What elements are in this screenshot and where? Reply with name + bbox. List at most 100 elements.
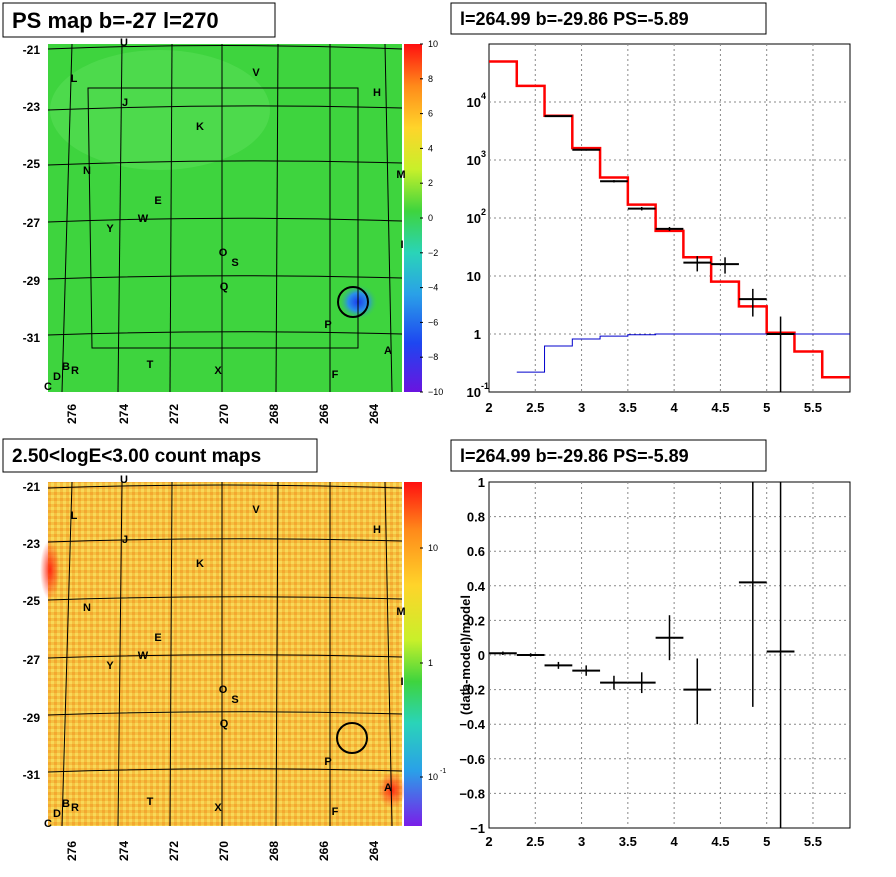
- ps-map-source-label: Q: [220, 281, 229, 293]
- residual-y-tick-label: −0.2: [459, 683, 485, 698]
- residual-y-tick-label: −0.6: [459, 752, 485, 767]
- count-map-source-label: A: [384, 782, 392, 794]
- spectrum-x-tick-label: 4: [671, 400, 679, 415]
- residual-y-tick-label: 0: [478, 648, 485, 663]
- ps-map-source-label: Y: [106, 223, 114, 235]
- spectrum-x-tick-label: 4.5: [711, 400, 729, 415]
- count-map-title-box: [2, 438, 318, 473]
- residual-title-box: [450, 439, 767, 472]
- count-map-lat-tick-label: -25: [23, 594, 41, 608]
- spectrum-y-tick-exponent: 3: [481, 149, 486, 159]
- ps-colorbar-tick-label: −6: [428, 317, 438, 327]
- ps-map-source-label: P: [324, 319, 331, 331]
- residual-x-tick-label: 4.5: [711, 834, 729, 849]
- count-map-source-label: W: [138, 650, 149, 662]
- count-map-area[interactable]: [48, 482, 402, 826]
- count-map-source-label: O: [219, 684, 228, 696]
- count-map-source-label: R: [71, 802, 79, 814]
- count-map-source-label: H: [373, 524, 381, 536]
- count-map-hot-a: [378, 772, 406, 808]
- count-map-source-label: C: [44, 818, 52, 830]
- ps-colorbar-tick-label: −10: [428, 387, 443, 397]
- count-map-axes: -21 -23 -25 -27 -29 -31 276 274 272 270 268 266 264 U…: [23, 474, 406, 861]
- count-map-source-label: K: [196, 558, 204, 570]
- ps-map-title: PS map b=-27 l=270: [12, 8, 219, 33]
- count-map-title: 2.50<logE<3.00 count maps: [12, 446, 261, 467]
- residual-x-tick-label: 5.5: [804, 834, 822, 849]
- ps-map-lat-tick-label: -31: [23, 331, 41, 345]
- ps-map-lon-tick-label: 264: [367, 404, 381, 424]
- count-map-lon-tick-label: 270: [217, 841, 231, 861]
- spectrum-y-tick-label: 10: [467, 211, 481, 226]
- ps-map-source-label: W: [138, 213, 149, 225]
- count-map-lat-tick-label: -29: [23, 711, 41, 725]
- count-map-source-label: E: [154, 632, 161, 644]
- ps-map-source-label: K: [196, 121, 204, 133]
- count-map-lon-tick-label: 268: [267, 841, 281, 861]
- count-map-lon-tick-label: 276: [65, 841, 79, 861]
- residual-y-tick-label: 0.6: [467, 544, 485, 559]
- ps-map-lon-tick-label: 266: [317, 404, 331, 424]
- ps-map-source-label: L: [71, 73, 78, 85]
- count-map-source-label: D: [53, 808, 61, 820]
- ps-map-source-label: N: [83, 165, 91, 177]
- ps-colorbar-tick-label: 8: [428, 74, 433, 84]
- residual-y-tick-label: −1: [470, 821, 485, 836]
- residual-y-tick-label: 1: [478, 475, 485, 490]
- ps-colorbar-tick-label: 2: [428, 178, 433, 188]
- residual-x-tick-label: 2.5: [526, 834, 544, 849]
- count-map-hot-left: [40, 540, 60, 600]
- residual-ylabel: (data-model)/model: [458, 595, 473, 715]
- spectrum-title: l=264.99 b=-29.86 PS=-5.89: [460, 9, 689, 29]
- ps-map-source-label: A: [384, 345, 392, 357]
- ps-map-source-label: R: [71, 365, 79, 377]
- residual-x-tick-label: 4: [671, 834, 679, 849]
- residual-y-tick-label: −0.8: [459, 786, 485, 801]
- ps-map-lon-tick-label: 268: [267, 404, 281, 424]
- ps-colorbar-tick-label: 0: [428, 213, 433, 223]
- spectrum-y-tick-exponent: 2: [481, 207, 486, 217]
- count-map-source-label: J: [122, 534, 128, 546]
- count-map-lon-tick-label: 264: [367, 841, 381, 861]
- ps-map-source-label: S: [231, 257, 238, 269]
- count-map-source-label: U: [120, 474, 128, 486]
- ps-map-lon-tick-label: 274: [117, 404, 131, 424]
- ps-colorbar-tick-label: 4: [428, 143, 433, 153]
- count-map-source-label: P: [324, 756, 331, 768]
- count-map-source-label: S: [231, 694, 238, 706]
- ps-map-source-label: O: [219, 247, 228, 259]
- ps-map-source-label: D: [53, 371, 61, 383]
- ps-map-lat-tick-label: -23: [23, 100, 41, 114]
- spectrum-y-tick-label: 10: [467, 95, 481, 110]
- ps-map-lat-tick-label: -21: [23, 43, 41, 57]
- count-map-panel: [40, 481, 406, 827]
- spectrum-background-line: [516, 333, 850, 373]
- ps-map-source-label: I: [400, 239, 403, 251]
- count-map-lat-tick-label: -21: [23, 480, 41, 494]
- ps-map-source-label: E: [154, 195, 161, 207]
- count-map-source-label: M: [396, 606, 405, 618]
- residual-y-tick-label: −0.4: [459, 717, 485, 732]
- count-map-source-label: V: [252, 504, 260, 516]
- residual-x-tick-label: 2: [485, 834, 492, 849]
- ps-map-lon-tick-label: 276: [65, 404, 79, 424]
- count-map-source-label: T: [147, 796, 154, 808]
- count-map-lat-tick-label: -23: [23, 537, 41, 551]
- spectrum-y-tick-exponent: 4: [481, 91, 486, 101]
- residual-marks: [489, 482, 795, 828]
- count-map-lat-tick-label: -31: [23, 768, 41, 782]
- ps-colorbar-labels: 10 8 6 4 2 0 −2 −4 −6 −8 −10: [420, 39, 443, 397]
- count-map-source-label: I: [400, 676, 403, 688]
- spectrum-y-tick-label: 1: [474, 327, 481, 342]
- ps-map-source-label: J: [122, 97, 128, 109]
- ps-map-lon-tick-label: 270: [217, 404, 231, 424]
- spectrum-x-tick-label: 2: [485, 400, 492, 415]
- ps-map-lat-tick-label: -25: [23, 157, 41, 171]
- count-map-source-label: L: [71, 510, 78, 522]
- count-colorbar-tick-label: 10: [428, 543, 438, 553]
- spectrum-y-tick-label: 10: [467, 153, 481, 168]
- count-map-source-label: B: [62, 798, 70, 810]
- ps-map-panel: [47, 43, 403, 393]
- ps-map-grid: [47, 43, 403, 393]
